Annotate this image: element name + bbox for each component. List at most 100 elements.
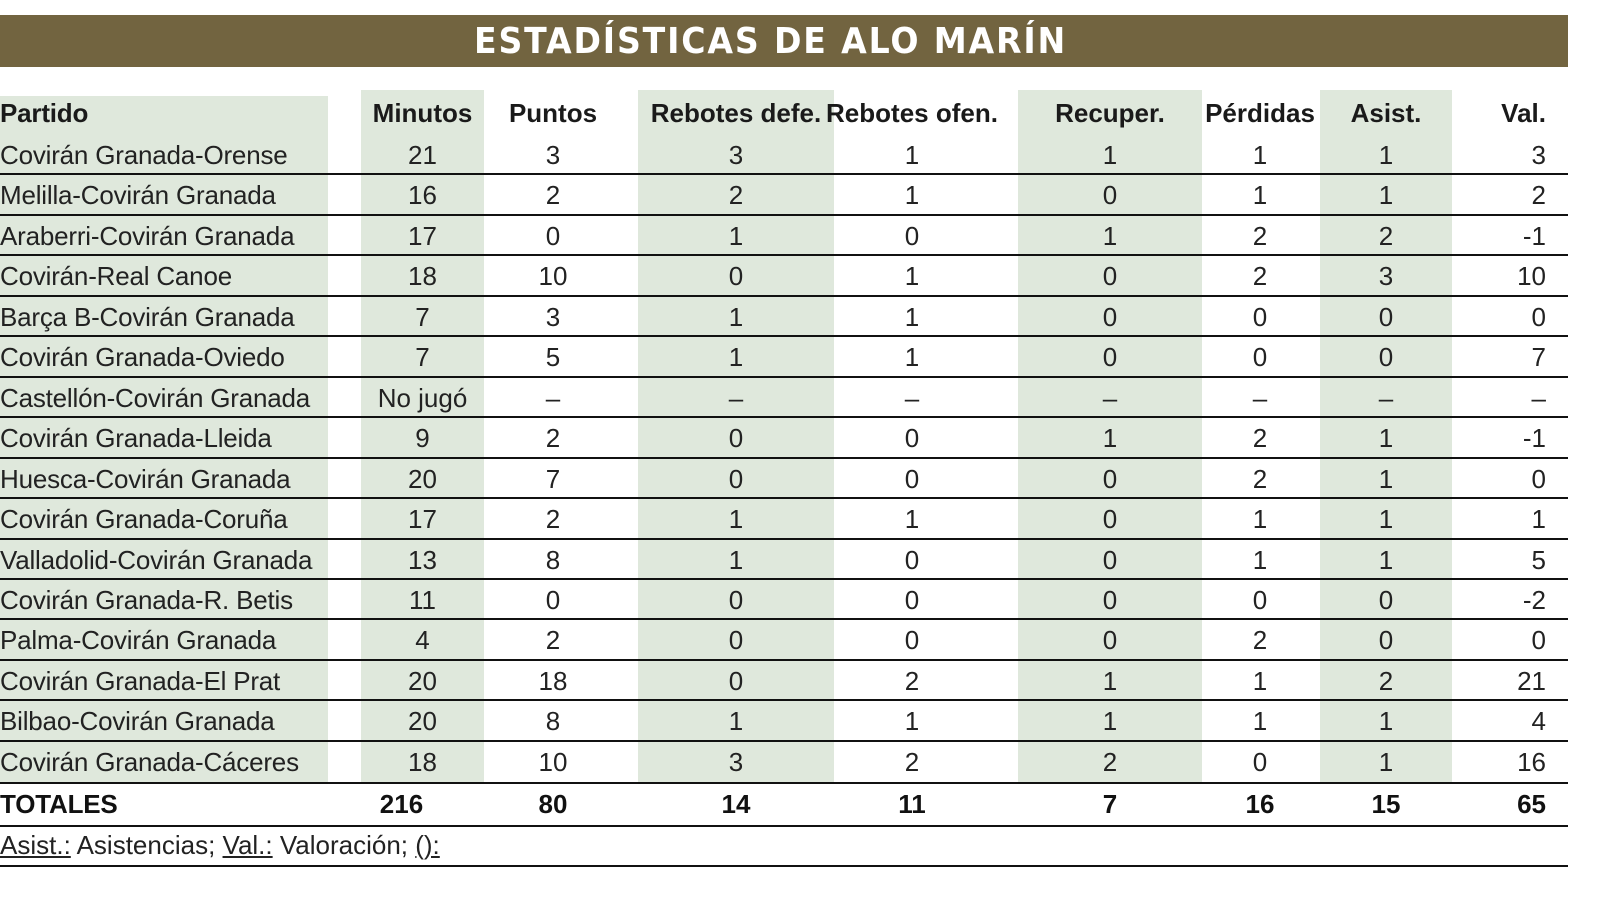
cell-minutos: 4 [415, 625, 430, 656]
cell-partido: Bilbao-Covirán Granada [0, 706, 275, 737]
cell-val: 0 [1531, 301, 1546, 332]
totals-row: TOTALES 216 80 14 11 7 16 15 65 [0, 782, 1568, 824]
cell-recuper: 0 [1102, 584, 1118, 615]
table-row: Bilbao-Covirán Granada 20 8 1 1 1 1 1 4 [0, 699, 1568, 741]
header-recuper: Recuper. [1055, 98, 1165, 128]
cell-partido: Covirán Granada-Cáceres [0, 746, 299, 777]
cell-partido: Covirán Granada-Orense [0, 140, 288, 170]
cell-puntos: 18 [538, 665, 568, 696]
cell-rebotes-ofe: 0 [904, 463, 920, 494]
cell-partido: Castellón-Covirán Granada [0, 382, 311, 413]
totals-rebotes-def: 14 [721, 789, 751, 819]
cell-rebotes-def: 0 [728, 625, 744, 656]
cell-minutos: 16 [408, 180, 437, 211]
cell-rebotes-ofe: 0 [904, 544, 920, 575]
cell-rebotes-def: 3 [728, 746, 744, 777]
cell-puntos: 7 [545, 463, 561, 494]
cell-perdidas: 1 [1252, 706, 1268, 737]
cell-recuper: 1 [1102, 706, 1118, 737]
cell-rebotes-ofe: 1 [904, 261, 920, 292]
cell-partido: Covirán Granada-El Prat [0, 665, 281, 696]
cell-asist: 1 [1378, 463, 1394, 494]
cell-asist: 1 [1378, 180, 1394, 211]
cell-puntos: 0 [545, 220, 561, 251]
cell-recuper: 0 [1102, 504, 1118, 535]
cell-rebotes-def: 1 [728, 220, 744, 251]
header-rebotes-def: Rebotes defe. [650, 98, 822, 128]
table-row: Covirán Granada-Lleida 9 2 0 0 1 2 1 -1 [0, 416, 1568, 458]
header-val: Val. [1501, 98, 1546, 128]
cell-val: 3 [1531, 140, 1546, 170]
header-minutos: Minutos [372, 98, 473, 128]
header-puntos: Puntos [508, 98, 598, 128]
cell-minutos: 17 [408, 220, 437, 251]
cell-rebotes-ofe: 1 [904, 140, 920, 170]
cell-rebotes-def: 2 [728, 180, 744, 211]
cell-recuper: 0 [1102, 261, 1118, 292]
table-row: Covirán-Real Canoe 18 10 0 1 0 2 3 10 [0, 254, 1568, 296]
cell-minutos: 11 [409, 584, 436, 615]
cell-partido: Melilla-Covirán Granada [0, 180, 276, 211]
table-row: Covirán Granada-R. Betis 11 0 0 0 0 0 0 -2 [0, 577, 1568, 620]
cell-rebotes-def: – [728, 382, 744, 413]
cell-rebotes-def: 3 [728, 140, 744, 170]
table-row: Covirán Granada-Coruña 17 2 1 1 0 1 1 1 [0, 497, 1568, 539]
cell-rebotes-def: 1 [728, 301, 744, 332]
cell-asist: 1 [1378, 140, 1394, 170]
cell-rebotes-ofe: – [904, 382, 920, 413]
totals-asist: 15 [1371, 789, 1401, 819]
cell-rebotes-ofe: 1 [904, 301, 920, 332]
cell-rebotes-def: 1 [728, 706, 744, 737]
cell-asist: 1 [1378, 504, 1394, 535]
cell-asist: 1 [1378, 423, 1394, 454]
cell-rebotes-def: 0 [728, 665, 744, 696]
cell-asist: 0 [1378, 342, 1394, 373]
shade-recuper-column [1018, 90, 1202, 783]
cell-val: 21 [1517, 665, 1546, 696]
cell-recuper: 1 [1102, 665, 1118, 696]
table-header-row: Partido Minutos Puntos Rebotes defe. Reb… [0, 93, 1568, 133]
cell-perdidas: 0 [1252, 584, 1268, 615]
cell-recuper: 0 [1102, 625, 1118, 656]
footnote-def-val: Valoración; [272, 830, 416, 860]
cell-partido: Barça B-Covirán Granada [0, 301, 295, 332]
cell-perdidas: 2 [1252, 220, 1268, 251]
cell-asist: 2 [1378, 220, 1394, 251]
cell-asist: 0 [1378, 584, 1394, 615]
table-row: Barça B-Covirán Granada 7 3 1 1 0 0 0 0 [0, 294, 1568, 337]
cell-minutos: 20 [408, 463, 437, 494]
cell-asist: 0 [1378, 301, 1394, 332]
totals-puntos: 80 [538, 789, 568, 819]
cell-minutos: 20 [408, 665, 437, 696]
cell-recuper: 2 [1102, 746, 1118, 777]
cell-asist: 0 [1378, 625, 1394, 656]
table-row: Covirán Granada-Cáceres 18 10 3 2 2 0 1 16 [0, 739, 1568, 782]
cell-recuper: 1 [1102, 220, 1118, 251]
cell-partido: Covirán Granada-Coruña [0, 504, 288, 535]
cell-rebotes-ofe: 0 [904, 584, 920, 615]
shade-partido-column [0, 96, 328, 783]
cell-perdidas: 0 [1252, 301, 1268, 332]
cell-rebotes-def: 0 [728, 584, 744, 615]
cell-partido: Covirán Granada-Lleida [0, 423, 272, 454]
cell-asist: 1 [1378, 746, 1394, 777]
footnote-abbr-paren: (): [415, 830, 440, 860]
table-row: Covirán Granada-Oviedo 7 5 1 1 0 0 0 7 [0, 335, 1568, 377]
cell-perdidas: – [1252, 382, 1268, 413]
cell-val: -1 [1522, 423, 1546, 454]
table-row: Covirán Granada-Orense 21 3 3 1 1 1 1 3 [0, 135, 1568, 175]
cell-rebotes-ofe: 1 [904, 342, 920, 373]
cell-rebotes-def: 1 [728, 544, 744, 575]
cell-rebotes-def: 1 [728, 504, 744, 535]
cell-rebotes-ofe: 2 [904, 746, 920, 777]
cell-perdidas: 2 [1252, 463, 1268, 494]
cell-recuper: 1 [1102, 423, 1118, 454]
cell-rebotes-ofe: 0 [904, 423, 920, 454]
cell-puntos: 8 [545, 544, 561, 575]
cell-puntos: 8 [545, 706, 561, 737]
cell-rebotes-ofe: 0 [904, 220, 920, 251]
cell-asist: 3 [1378, 261, 1394, 292]
cell-puntos: 3 [545, 140, 561, 170]
cell-recuper: 0 [1102, 544, 1118, 575]
cell-perdidas: 1 [1252, 504, 1268, 535]
